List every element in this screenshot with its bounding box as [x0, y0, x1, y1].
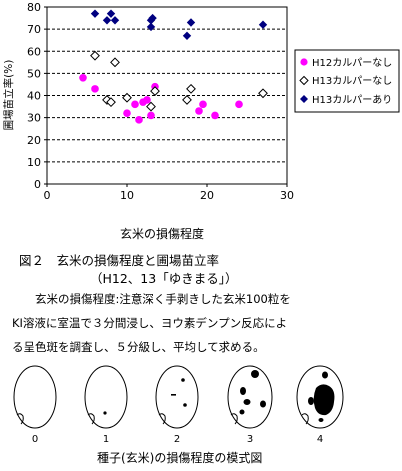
legend-label-h13-filled: H13カルパーあり — [312, 94, 392, 106]
data-point — [186, 18, 196, 27]
grade-label-4: 4 — [317, 434, 323, 445]
data-point — [110, 16, 120, 25]
method-description-line-2: KI溶液に室温で３分間浸し、ヨウ素デンプン反応によ — [12, 316, 288, 330]
data-point — [110, 57, 120, 68]
grade-label-0: 0 — [32, 434, 38, 445]
data-point — [148, 13, 157, 23]
chart-gridlines — [47, 28, 287, 163]
data-point — [123, 109, 131, 117]
grain-grade-4 — [296, 365, 344, 429]
x-tick-label: 20 — [200, 189, 214, 202]
grade-label-2: 2 — [174, 434, 180, 445]
y-tick-label: 10 — [27, 156, 41, 169]
y-tick-label: 60 — [27, 45, 41, 58]
x-tick-label: 30 — [280, 189, 294, 202]
legend-box — [294, 49, 400, 113]
data-point — [146, 101, 156, 112]
data-point — [143, 96, 151, 104]
y-axis-label: 圃場苗立率(%) — [2, 60, 15, 131]
method-description-line-1: 玄米の損傷程度:注意深く手剥きした玄米100粒を — [35, 292, 291, 306]
data-point — [102, 16, 112, 25]
legend-label-h13-open: H13カルパーなし — [312, 75, 392, 87]
data-point — [147, 111, 155, 120]
legend: H12カルパーなし H13カルパーなし H13カルパーあり — [294, 49, 400, 113]
data-point — [106, 9, 116, 18]
y-tick-label: 40 — [27, 90, 41, 103]
grade-label-3: 3 — [247, 434, 253, 445]
figure-subtitle: （H12、13「ゆきまる」） — [90, 271, 238, 286]
method-description-line-3: る呈色斑を調査し、５分級し、平均して求める。 — [12, 340, 265, 354]
x-axis-label: 玄米の損傷程度 — [120, 227, 205, 241]
series-2 — [90, 9, 268, 40]
diagram-caption: 種子(玄米)の損傷程度の模式図 — [97, 451, 263, 465]
data-points — [79, 9, 268, 124]
data-point — [91, 85, 99, 93]
series-1 — [90, 50, 268, 112]
axis-ticks: 0 10 20 30 40 50 60 70 80 0 10 20 30 — [27, 1, 294, 202]
grade-labels: 0 1 2 3 4 — [32, 434, 323, 445]
data-point — [150, 86, 160, 96]
y-tick-label: 20 — [27, 134, 41, 147]
y-tick-label: 0 — [34, 178, 41, 191]
data-point — [199, 100, 207, 109]
series-0 — [79, 74, 243, 124]
data-point — [258, 88, 268, 99]
data-point — [135, 116, 143, 124]
y-tick-label: 70 — [27, 23, 41, 36]
damage-scale-diagram: 0 1 2 3 4 — [13, 365, 344, 445]
legend-marker-h13-filled — [300, 95, 308, 103]
grade-label-1: 1 — [103, 434, 109, 445]
y-tick-label: 30 — [27, 112, 41, 125]
data-point — [195, 107, 203, 115]
data-point — [182, 95, 192, 105]
x-tick-label: 0 — [44, 189, 51, 202]
grain-grade-3 — [227, 365, 273, 429]
data-point — [182, 31, 192, 40]
data-point — [90, 50, 100, 61]
legend-marker-h12 — [300, 58, 308, 66]
grain-grade-2 — [155, 365, 199, 429]
x-tick-label: 10 — [120, 189, 134, 202]
legend-label-h12: H12カルパーなし — [312, 57, 392, 69]
data-point — [186, 83, 196, 94]
data-point — [258, 20, 268, 29]
y-tick-label: 80 — [27, 1, 41, 14]
scatter-chart: 0 10 20 30 40 50 60 70 80 0 10 20 30 圃場苗立率(%) H12カルパ… — [2, 1, 400, 202]
data-point — [79, 74, 87, 82]
data-point — [90, 9, 100, 18]
grain-grade-0 — [13, 365, 57, 429]
data-point — [211, 111, 219, 120]
legend-marker-h13-open — [299, 75, 309, 86]
y-tick-label: 50 — [27, 67, 41, 80]
data-point — [106, 97, 116, 108]
data-point — [146, 22, 156, 32]
grain-grade-1 — [84, 365, 128, 429]
data-point — [235, 100, 243, 109]
data-point — [122, 92, 132, 103]
figure-title: 図２ 玄米の損傷程度と圃場苗立率 — [19, 253, 220, 268]
data-point — [131, 100, 139, 109]
